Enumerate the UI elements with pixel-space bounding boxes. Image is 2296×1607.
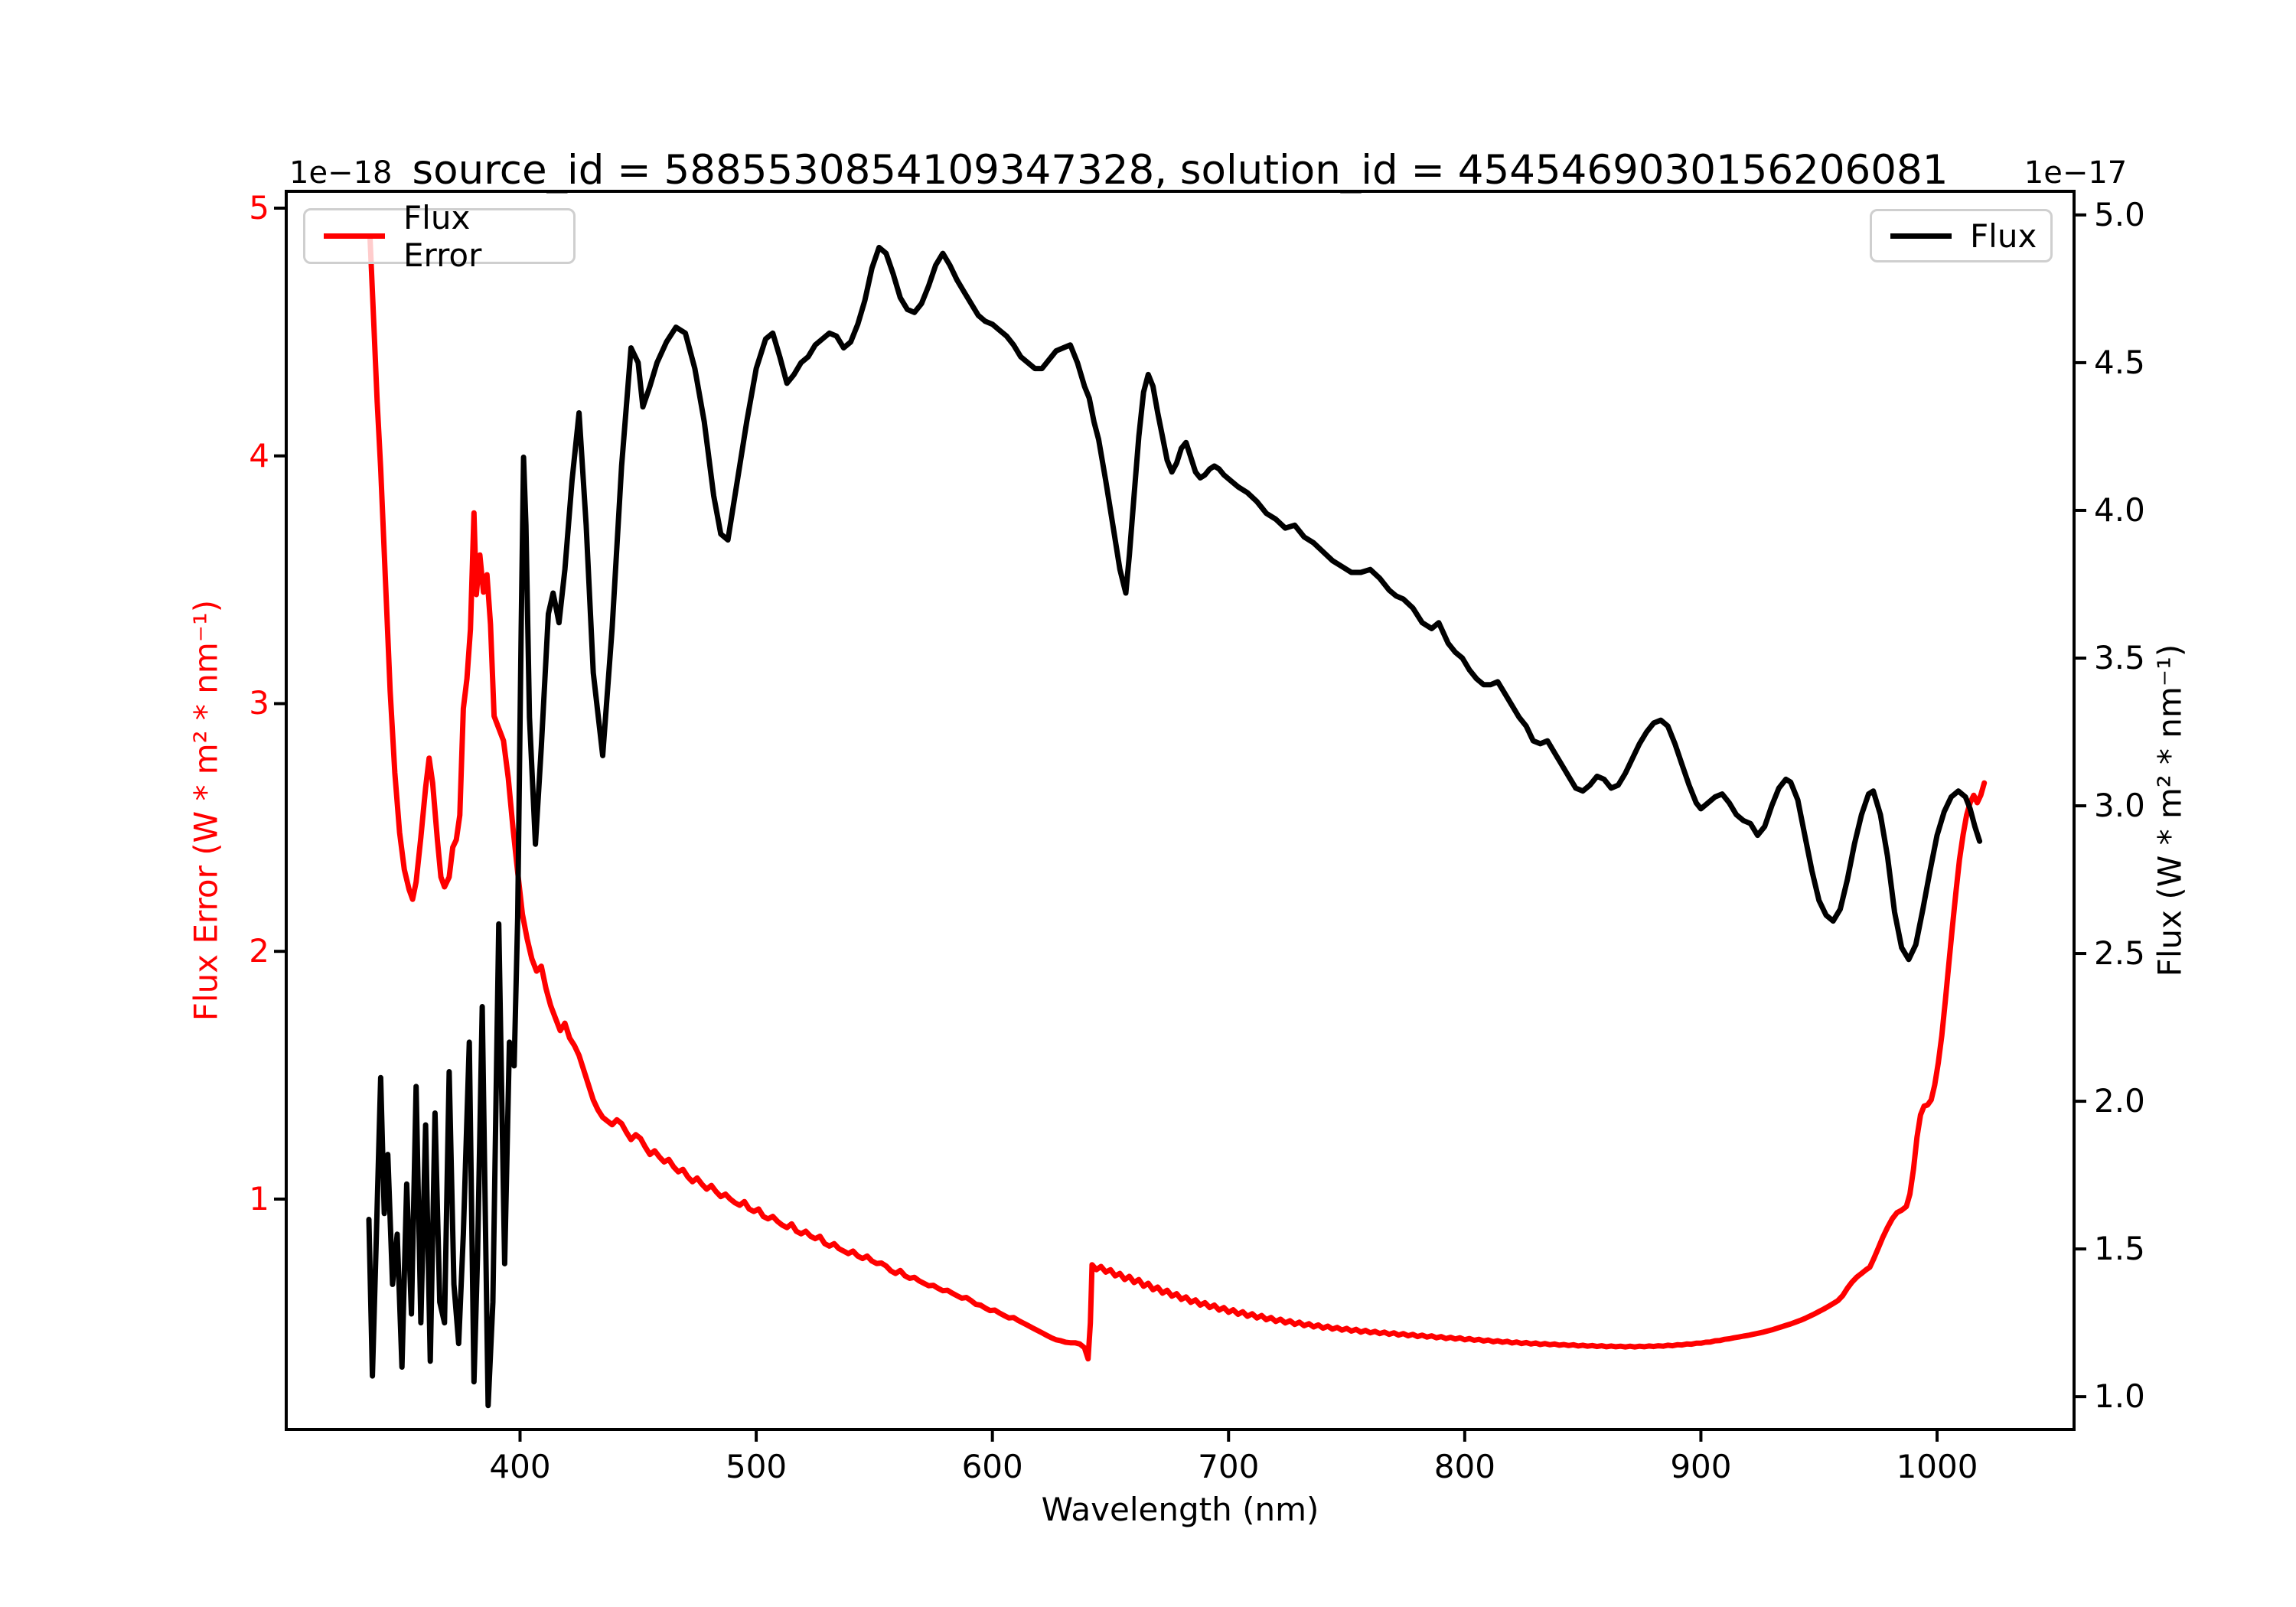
right-tick-label: 2.0 bbox=[2094, 1082, 2145, 1120]
series-line-flux-error bbox=[367, 235, 1988, 1362]
right-axis-label: Flux (W * m² * nm⁻¹) bbox=[2151, 644, 2189, 977]
right-tick-label: 1.5 bbox=[2094, 1230, 2145, 1268]
chart-title: source_id = 5885530854109347328, solutio… bbox=[412, 147, 1949, 194]
flux-error-legend-label: Flux Error bbox=[403, 198, 482, 274]
series-line-flux bbox=[366, 244, 1983, 1409]
right-axis-offset-label: 1e−17 bbox=[2024, 155, 2128, 191]
right-tick-label: 5.0 bbox=[2094, 195, 2145, 233]
x-tick-label: 800 bbox=[1433, 1448, 1495, 1485]
x-tick-label: 500 bbox=[725, 1448, 788, 1485]
x-axis-label: Wavelength (nm) bbox=[1041, 1491, 1319, 1528]
right-tick-label: 4.0 bbox=[2094, 491, 2145, 529]
legend-flux: Flux bbox=[1870, 209, 2053, 262]
left-tick-label: 4 bbox=[249, 436, 269, 474]
right-tick-label: 1.0 bbox=[2094, 1377, 2145, 1416]
right-tick-label: 4.5 bbox=[2094, 343, 2145, 381]
legend-flux-error: Flux Error bbox=[303, 199, 576, 274]
left-tick-label: 2 bbox=[249, 932, 269, 970]
flux-legend-label: Flux bbox=[1970, 217, 2037, 255]
right-tick-label: 3.0 bbox=[2094, 787, 2145, 825]
x-tick-label: 900 bbox=[1670, 1448, 1732, 1485]
x-tick-label: 600 bbox=[961, 1448, 1023, 1485]
left-axis-offset-label: 1e−18 bbox=[289, 155, 393, 191]
x-tick-label: 400 bbox=[489, 1448, 551, 1485]
left-tick-label: 3 bbox=[249, 684, 269, 722]
x-tick-label: 700 bbox=[1198, 1448, 1260, 1485]
left-axis-label: Flux Error (W * m² * nm⁻¹) bbox=[187, 599, 225, 1022]
x-tick-label: 1000 bbox=[1896, 1448, 1978, 1485]
axes-frame bbox=[285, 190, 2076, 1431]
left-tick-label: 5 bbox=[249, 189, 269, 227]
right-tick-label: 3.5 bbox=[2094, 638, 2145, 676]
right-tick-label: 2.5 bbox=[2094, 934, 2145, 973]
left-tick-label: 1 bbox=[249, 1179, 269, 1217]
flux-legend-line-sample bbox=[1890, 233, 1952, 239]
flux-error-legend-line-sample bbox=[324, 233, 385, 239]
